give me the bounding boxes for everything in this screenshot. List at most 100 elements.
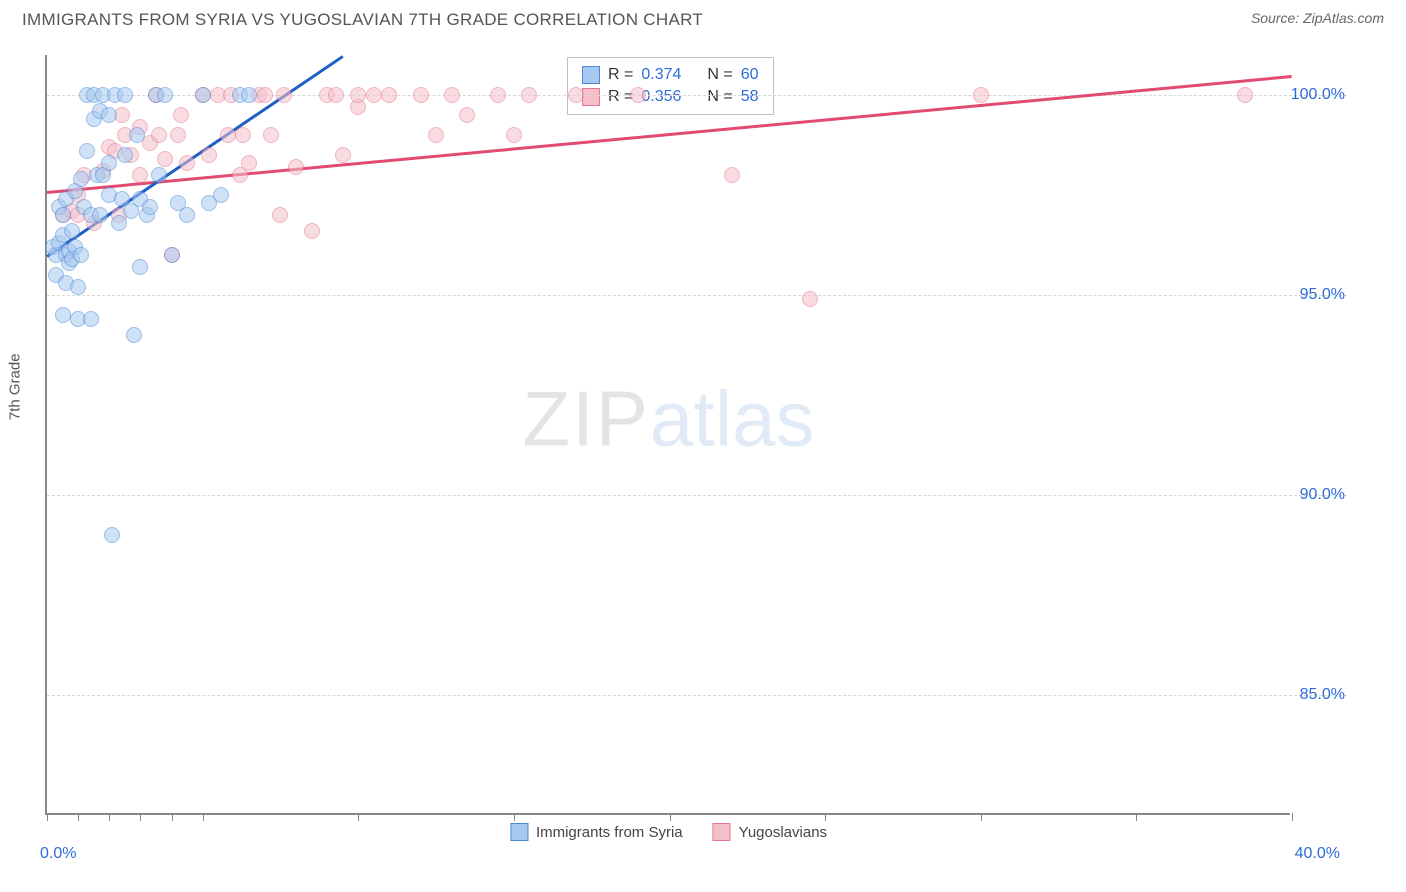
scatter-point-syria [132, 259, 148, 275]
scatter-point-syria [55, 207, 71, 223]
n-label-2: N = [707, 88, 732, 106]
chart-container: 7th Grade ZIPatlas R = 0.374 N = 60 R = … [45, 55, 1345, 835]
scatter-point-yugo [304, 223, 320, 239]
scatter-point-yugo [490, 87, 506, 103]
legend-swatch-yugo [582, 88, 600, 106]
x-tick [358, 813, 359, 821]
x-tick [514, 813, 515, 821]
scatter-point-yugo [151, 127, 167, 143]
scatter-point-yugo [263, 127, 279, 143]
scatter-point-yugo [241, 155, 257, 171]
scatter-point-syria [195, 87, 211, 103]
x-tick [172, 813, 173, 821]
scatter-point-syria [179, 207, 195, 223]
y-tick-label: 90.0% [1300, 486, 1345, 504]
gridline [47, 295, 1347, 296]
scatter-point-yugo [973, 87, 989, 103]
scatter-point-syria [70, 279, 86, 295]
y-axis-title: 7th Grade [7, 353, 24, 420]
scatter-point-yugo [257, 87, 273, 103]
legend-swatch-syria [582, 66, 600, 84]
r-value-2: 0.356 [641, 88, 681, 106]
scatter-point-syria [101, 155, 117, 171]
scatter-point-yugo [802, 291, 818, 307]
watermark-atlas: atlas [650, 374, 815, 462]
r-label-1: R = [608, 66, 633, 84]
scatter-point-yugo [521, 87, 537, 103]
scatter-point-yugo [132, 167, 148, 183]
chart-title: IMMIGRANTS FROM SYRIA VS YUGOSLAVIAN 7TH… [22, 10, 703, 30]
scatter-point-yugo [444, 87, 460, 103]
stats-legend: R = 0.374 N = 60 R = 0.356 N = 58 [567, 57, 774, 115]
scatter-point-syria [64, 223, 80, 239]
scatter-point-syria [126, 327, 142, 343]
scatter-point-syria [213, 187, 229, 203]
scatter-point-yugo [235, 127, 251, 143]
scatter-point-yugo [724, 167, 740, 183]
scatter-point-syria [129, 127, 145, 143]
scatter-point-syria [101, 107, 117, 123]
x-tick [981, 813, 982, 821]
scatter-point-yugo [272, 207, 288, 223]
scatter-point-yugo [459, 107, 475, 123]
n-value-1: 60 [741, 66, 759, 84]
bottom-label-syria: Immigrants from Syria [536, 824, 683, 841]
scatter-point-yugo [220, 127, 236, 143]
x-tick [78, 813, 79, 821]
r-label-2: R = [608, 88, 633, 106]
scatter-point-syria [55, 307, 71, 323]
bottom-legend: Immigrants from Syria Yugoslavians [510, 823, 827, 841]
scatter-point-yugo [366, 87, 382, 103]
scatter-point-yugo [428, 127, 444, 143]
scatter-point-syria [157, 87, 173, 103]
scatter-point-syria [151, 167, 167, 183]
scatter-point-syria [164, 247, 180, 263]
scatter-point-yugo [173, 107, 189, 123]
scatter-point-syria [73, 171, 89, 187]
scatter-point-yugo [413, 87, 429, 103]
n-label-1: N = [707, 66, 732, 84]
scatter-point-yugo [179, 155, 195, 171]
x-axis-max-label: 40.0% [1295, 845, 1340, 863]
scatter-point-yugo [350, 87, 366, 103]
bottom-label-yugo: Yugoslavians [739, 824, 827, 841]
y-tick-label: 100.0% [1291, 86, 1345, 104]
scatter-point-yugo [506, 127, 522, 143]
scatter-point-syria [83, 311, 99, 327]
scatter-point-syria [142, 199, 158, 215]
scatter-point-yugo [328, 87, 344, 103]
scatter-point-syria [92, 207, 108, 223]
scatter-point-syria [241, 87, 257, 103]
scatter-point-syria [111, 215, 127, 231]
scatter-point-yugo [276, 87, 292, 103]
bottom-swatch-syria [510, 823, 528, 841]
gridline [47, 695, 1347, 696]
x-tick [47, 813, 48, 821]
scatter-point-syria [79, 143, 95, 159]
scatter-point-yugo [381, 87, 397, 103]
bottom-swatch-yugo [713, 823, 731, 841]
x-tick [670, 813, 671, 821]
x-tick [140, 813, 141, 821]
scatter-point-syria [104, 527, 120, 543]
plot-area: ZIPatlas R = 0.374 N = 60 R = 0.356 N = … [45, 55, 1290, 815]
x-tick [1292, 813, 1293, 821]
scatter-point-yugo [568, 87, 584, 103]
watermark-zip: ZIP [522, 374, 649, 462]
x-tick [109, 813, 110, 821]
scatter-point-yugo [288, 159, 304, 175]
scatter-point-yugo [201, 147, 217, 163]
x-axis-min-label: 0.0% [40, 845, 76, 863]
scatter-point-yugo [157, 151, 173, 167]
y-tick-label: 95.0% [1300, 286, 1345, 304]
scatter-point-syria [117, 147, 133, 163]
scatter-point-yugo [1237, 87, 1253, 103]
x-tick [825, 813, 826, 821]
n-value-2: 58 [741, 88, 759, 106]
gridline [47, 495, 1347, 496]
scatter-point-syria [73, 247, 89, 263]
y-tick-label: 85.0% [1300, 686, 1345, 704]
scatter-point-yugo [335, 147, 351, 163]
stats-row-2: R = 0.356 N = 58 [582, 86, 759, 108]
bottom-legend-item-2: Yugoslavians [713, 823, 827, 841]
